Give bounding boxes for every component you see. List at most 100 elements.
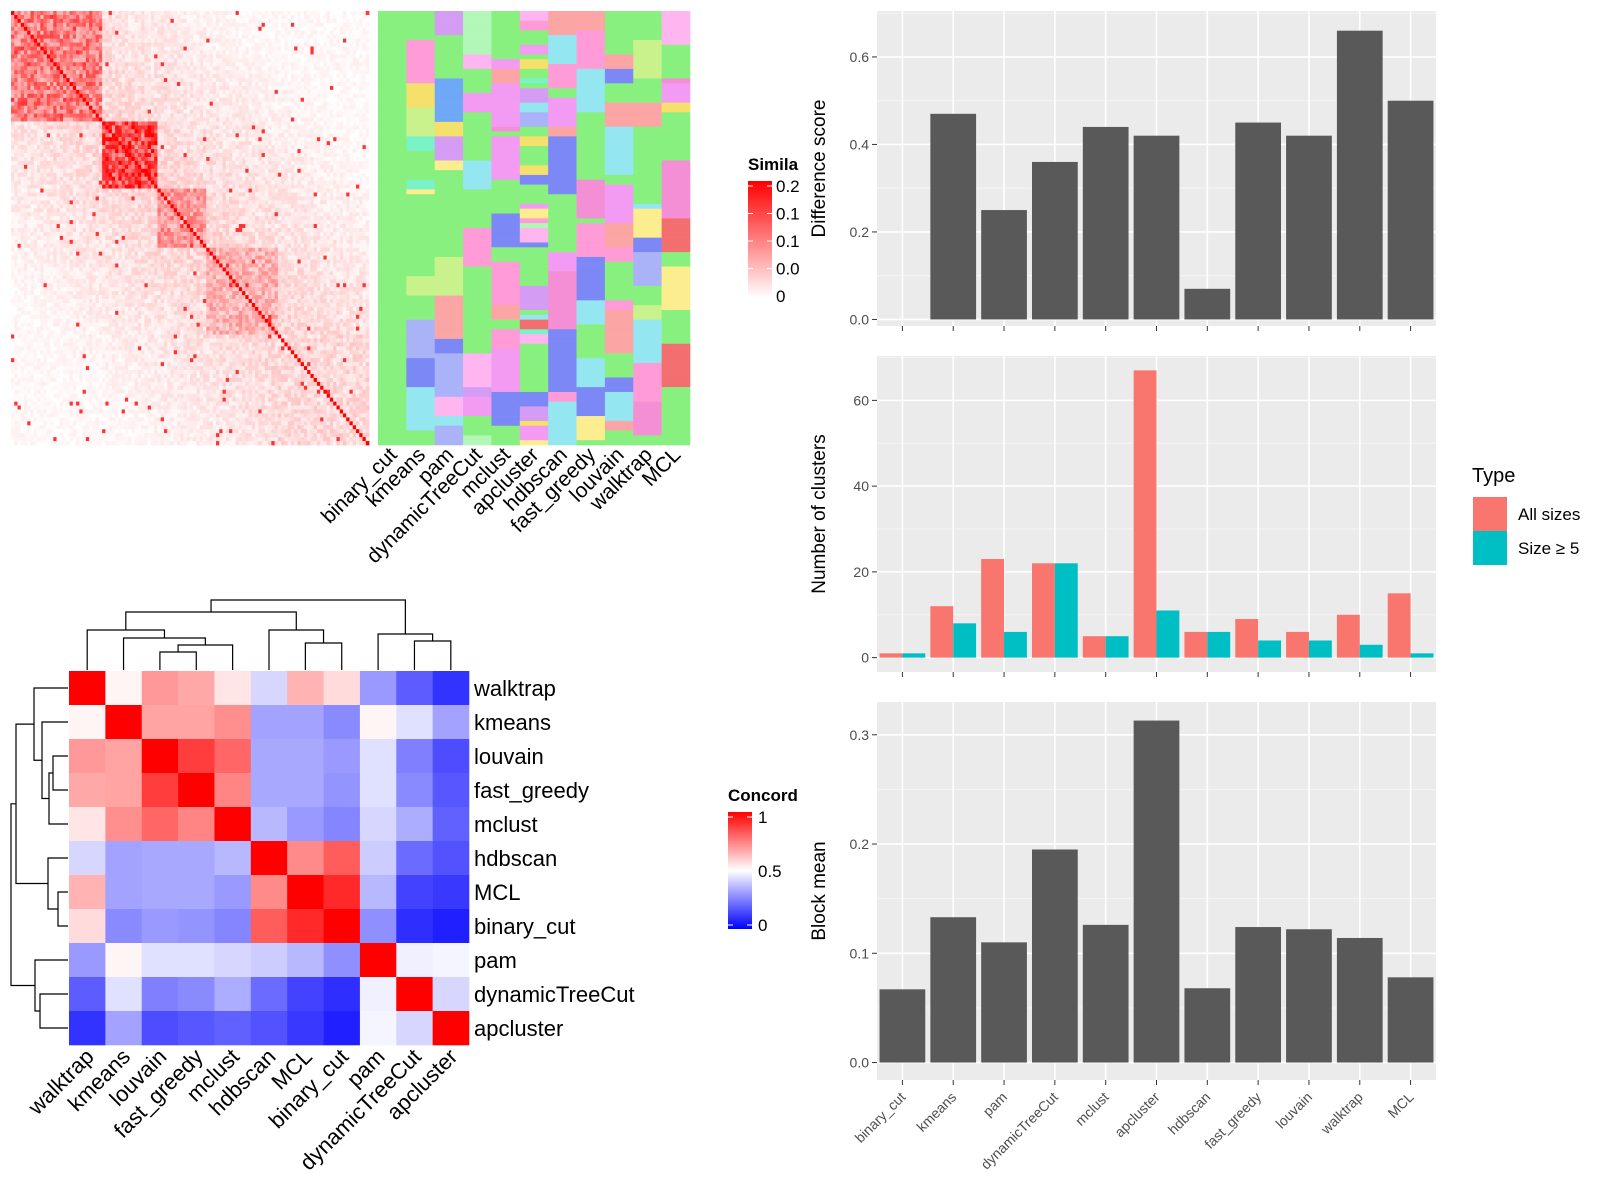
similarity-cell [317,173,321,177]
similarity-cell [128,35,132,39]
similarity-cell [102,165,106,169]
similarity-cell [144,78,148,82]
similarity-cell [223,129,227,133]
similarity-cell [190,35,194,39]
similarity-cell [73,185,77,189]
similarity-cell [236,161,240,165]
similarity-cell [258,90,262,94]
similarity-cell [284,185,288,189]
similarity-cell [327,185,331,189]
similarity-cell [47,106,51,110]
similarity-cell [281,121,285,125]
similarity-cell [31,66,35,70]
similarity-cell [343,133,347,137]
similarity-cell [83,125,87,129]
similarity-cell [40,181,44,185]
similarity-cell [310,169,314,173]
similarity-cell [275,15,279,19]
similarity-cell [216,177,220,181]
similarity-cell [102,114,106,118]
similarity-cell [18,62,22,66]
similarity-cell [83,110,87,114]
similarity-cell [333,35,337,39]
similarity-cell [255,39,259,43]
similarity-cell [281,43,285,47]
similarity-cell [271,66,275,70]
similarity-cell [164,94,168,98]
similarity-cell [34,125,38,129]
similarity-cell [353,19,357,23]
similarity-cell [252,121,256,125]
similarity-cell [343,125,347,129]
similarity-cell [336,66,340,70]
similarity-cell [226,74,230,78]
similarity-cell [206,98,210,102]
similarity-cell [174,125,178,129]
similarity-cell [14,54,18,58]
similarity-cell [118,98,122,102]
similarity-cell [362,114,366,118]
similarity-cell [53,74,57,78]
similarity-cell [271,47,275,51]
similarity-cell [144,11,148,15]
similarity-cell [203,82,207,86]
similarity-cell [336,62,340,66]
similarity-cell [76,47,80,51]
similarity-cell [249,62,253,66]
similarity-cell [183,157,187,161]
similarity-cell [252,43,256,47]
similarity-cell [366,82,370,86]
similarity-cell [109,27,113,31]
similarity-cell [197,19,201,23]
similarity-cell [343,149,347,153]
similarity-cell [102,133,106,137]
similarity-cell [336,94,340,98]
similarity-cell [76,23,80,27]
similarity-cell [236,102,240,106]
similarity-cell [249,27,253,31]
similarity-cell [112,27,116,31]
similarity-cell [310,161,314,165]
similarity-cell [122,58,126,62]
similarity-cell [86,54,90,58]
similarity-cell [288,86,292,90]
similarity-cell [86,50,90,54]
similarity-cell [197,110,201,114]
similarity-cell [131,110,135,114]
similarity-cell [229,133,233,137]
similarity-cell [359,54,363,58]
similarity-cell [47,181,51,185]
similarity-cell [336,157,340,161]
similarity-cell [307,31,311,35]
similarity-cell [177,23,181,27]
similarity-cell [53,106,57,110]
similarity-cell [112,133,116,137]
similarity-cell [174,62,178,66]
similarity-cell [21,66,25,70]
similarity-cell [102,78,106,82]
similarity-cell [281,50,285,54]
similarity-cell [258,145,262,149]
similarity-cell [288,90,292,94]
similarity-cell [86,181,90,185]
similarity-cell [359,110,363,114]
similarity-cell [34,39,38,43]
similarity-cell [148,94,152,98]
similarity-cell [278,125,282,129]
similarity-cell [66,86,70,90]
similarity-cell [356,78,360,82]
similarity-cell [265,31,269,35]
similarity-cell [252,23,256,27]
similarity-cell [112,70,116,74]
similarity-cell [148,133,152,137]
similarity-cell [40,90,44,94]
similarity-cell [18,50,22,54]
similarity-cell [60,110,64,114]
similarity-cell [138,35,142,39]
similarity-cell [193,11,197,15]
similarity-cell [89,66,93,70]
similarity-cell [167,90,171,94]
similarity-cell [177,114,181,118]
similarity-cell [284,118,288,122]
similarity-cell [157,58,161,62]
